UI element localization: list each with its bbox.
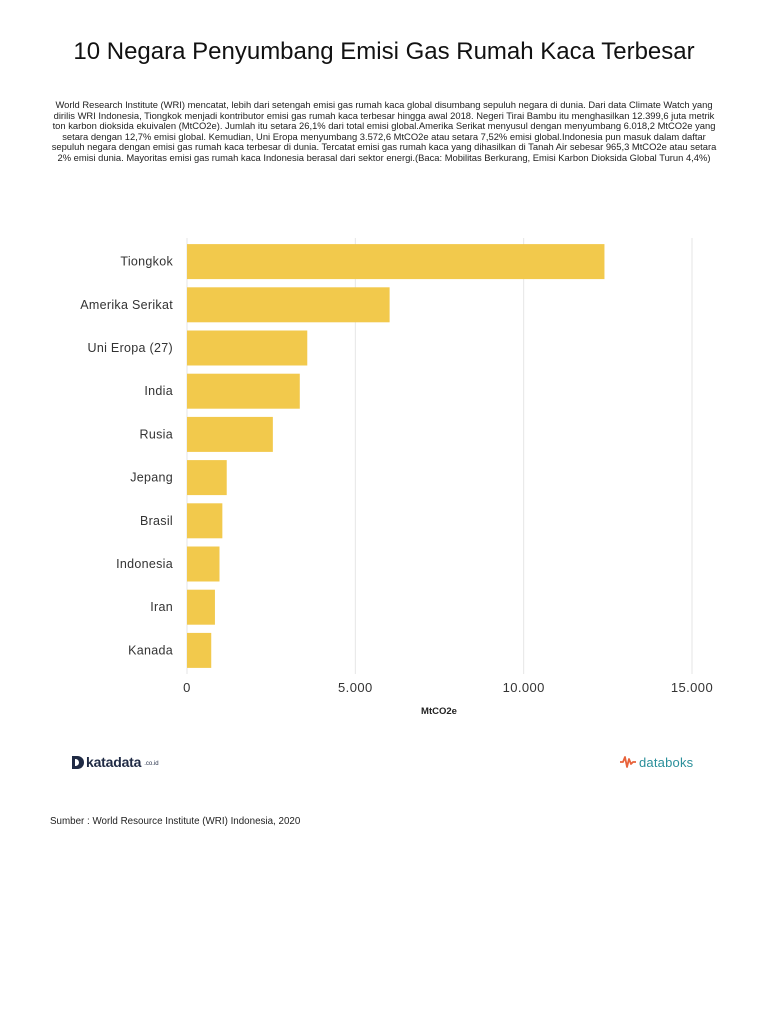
databoks-logo-text: databoks (639, 754, 694, 770)
page-title: 10 Negara Penyumbang Emisi Gas Rumah Kac… (73, 38, 695, 65)
source-note: Sumber : World Resource Institute (WRI) … (50, 816, 301, 827)
katadata-logo-text: katadata (86, 754, 142, 770)
x-tick-label: 10.000 (503, 680, 545, 695)
bar-amerika-serikat (187, 287, 390, 323)
bar-uni-eropa-27 (187, 330, 308, 366)
category-label: India (144, 384, 173, 398)
bar-brasil (187, 503, 223, 539)
bars (187, 244, 605, 668)
x-tick-label: 15.000 (671, 680, 713, 695)
bar-indonesia (187, 546, 220, 582)
katadata-logo-suffix: .co.id (144, 761, 159, 767)
category-label: Indonesia (116, 557, 173, 571)
bar-kanada (187, 632, 212, 668)
category-label: Rusia (140, 427, 173, 441)
x-tick-labels: 0 5.000 10.000 15.000 (183, 680, 713, 695)
katadata-logo: katadata .co.id (72, 752, 159, 772)
category-label: Tiongkok (120, 255, 173, 269)
category-label: Uni Eropa (27) (88, 341, 174, 355)
category-label: Iran (150, 600, 173, 614)
bar-tiongkok (187, 244, 605, 280)
emissions-bar-chart: Tiongkok Amerika Serikat Uni Eropa (27) Ind… (80, 238, 713, 717)
category-label: Jepang (130, 471, 173, 485)
databoks-pulse-icon (620, 756, 636, 768)
x-axis-title: MtCO2e (421, 706, 457, 717)
x-tick-label: 5.000 (338, 680, 373, 695)
category-label: Amerika Serikat (80, 298, 173, 312)
bar-iran (187, 589, 215, 625)
category-labels: Tiongkok Amerika Serikat Uni Eropa (27) Ind… (80, 255, 173, 658)
bar-jepang (187, 460, 227, 496)
category-label: Brasil (140, 514, 173, 528)
x-tick-label: 0 (183, 680, 191, 695)
katadata-d-icon (72, 755, 84, 769)
bar-india (187, 373, 300, 409)
bar-rusia (187, 416, 273, 452)
databoks-logo: databoks (620, 752, 693, 772)
category-label: Kanada (128, 643, 173, 657)
chart-description: World Research Institute (WRI) mencatat,… (51, 99, 717, 163)
